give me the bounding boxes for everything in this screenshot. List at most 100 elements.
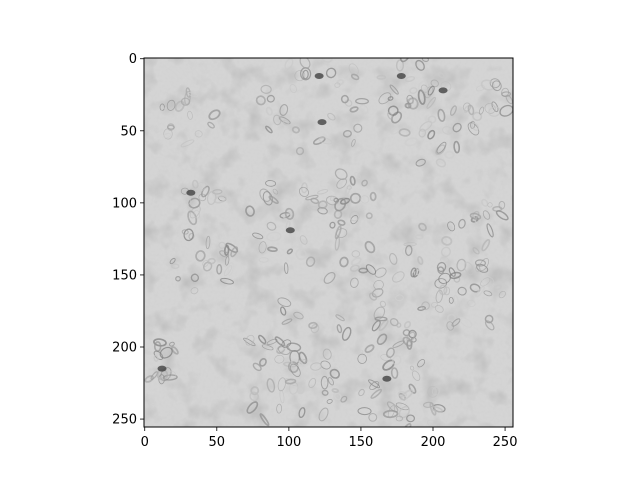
texture-mark bbox=[194, 181, 207, 193]
texture-mark bbox=[187, 92, 199, 98]
texture-mark bbox=[409, 87, 418, 94]
texture-mark bbox=[415, 158, 426, 167]
texture-mark bbox=[159, 346, 173, 359]
texture-mark bbox=[281, 318, 293, 325]
texture-mark bbox=[479, 258, 489, 271]
texture-mark bbox=[144, 375, 154, 383]
texture-mark bbox=[407, 97, 419, 110]
texture-mark bbox=[474, 259, 486, 267]
texture-mark bbox=[491, 80, 502, 92]
texture-mark bbox=[186, 101, 194, 111]
texture-mark bbox=[295, 248, 307, 261]
texture-mark bbox=[447, 221, 456, 232]
texture-mark bbox=[246, 401, 259, 414]
texture-mark bbox=[344, 184, 352, 196]
texture-mark bbox=[438, 284, 448, 296]
texture-mark bbox=[266, 378, 276, 393]
texture-dark-spot bbox=[186, 189, 196, 196]
texture-mark bbox=[369, 381, 380, 390]
texture-mark bbox=[412, 268, 422, 276]
texture-mark bbox=[293, 311, 304, 320]
texture-mark bbox=[467, 104, 475, 116]
texture-mark bbox=[340, 94, 349, 104]
texture-mark bbox=[387, 96, 394, 101]
texture-mark bbox=[475, 85, 486, 92]
texture-mark bbox=[336, 178, 348, 189]
texture-mark bbox=[405, 75, 416, 83]
texture-mark bbox=[252, 362, 262, 372]
texture-mark bbox=[443, 286, 451, 296]
texture-mark bbox=[350, 257, 362, 266]
texture-mark bbox=[321, 389, 329, 396]
texture-mark bbox=[406, 331, 416, 343]
texture-mark bbox=[354, 171, 361, 179]
texture-mark bbox=[187, 210, 198, 226]
texture-mark bbox=[266, 231, 282, 242]
texture-mark bbox=[219, 250, 230, 258]
texture-mark bbox=[453, 294, 460, 307]
texture-mark bbox=[379, 300, 387, 308]
texture-mark bbox=[349, 106, 359, 113]
texture-mark bbox=[483, 290, 493, 297]
texture-mark bbox=[374, 267, 387, 278]
texture-mark bbox=[276, 403, 282, 414]
y-tick-label: 100 bbox=[112, 196, 137, 211]
texture-mark bbox=[265, 106, 273, 116]
texture-mark bbox=[486, 223, 494, 238]
texture-mark bbox=[478, 106, 485, 115]
texture-dark-spot bbox=[317, 119, 327, 126]
texture-mark bbox=[266, 338, 278, 346]
texture-mark bbox=[300, 39, 311, 52]
texture-mark bbox=[245, 334, 255, 346]
texture-mark bbox=[495, 210, 509, 221]
texture-mark bbox=[417, 89, 426, 105]
texture-mark bbox=[192, 179, 199, 189]
texture-mark bbox=[469, 212, 482, 220]
texture-mark bbox=[475, 266, 481, 272]
texture-mark bbox=[460, 317, 473, 328]
texture-mark bbox=[470, 120, 476, 130]
texture-mark bbox=[426, 96, 436, 109]
texture-mark bbox=[277, 345, 291, 356]
texture-mark bbox=[208, 109, 221, 121]
texture-mark bbox=[169, 341, 175, 347]
texture-mark bbox=[448, 267, 456, 277]
texture-mark bbox=[193, 210, 201, 219]
texture-mark bbox=[462, 102, 472, 112]
texture-mark bbox=[250, 386, 260, 396]
texture-dark-spot bbox=[382, 375, 392, 382]
texture-mark bbox=[398, 128, 411, 137]
texture-mark bbox=[261, 344, 274, 351]
texture-mark bbox=[318, 137, 333, 145]
texture-mark bbox=[434, 304, 444, 313]
texture-mark bbox=[349, 175, 356, 186]
texture-mark bbox=[493, 284, 502, 291]
texture-mark bbox=[481, 198, 489, 207]
texture-mark bbox=[310, 362, 322, 371]
texture-mark bbox=[180, 97, 191, 106]
texture-mark bbox=[451, 318, 461, 327]
texture-mark bbox=[396, 322, 402, 328]
texture-mark bbox=[386, 401, 399, 413]
texture-mark bbox=[150, 371, 159, 380]
heatmap-image bbox=[144, 39, 513, 427]
texture-mark bbox=[463, 261, 475, 276]
texture-mark bbox=[254, 301, 267, 310]
texture-mark bbox=[395, 415, 403, 422]
texture-mark bbox=[484, 103, 496, 114]
texture-mark bbox=[435, 289, 444, 304]
texture-mark bbox=[274, 354, 285, 364]
texture-mark bbox=[386, 347, 395, 358]
texture-mark bbox=[166, 99, 176, 111]
texture-mark bbox=[364, 344, 375, 354]
texture-mark bbox=[249, 391, 260, 402]
texture-mark bbox=[406, 414, 415, 423]
texture-mark bbox=[188, 197, 201, 209]
texture-mark bbox=[174, 100, 185, 112]
texture-mark bbox=[255, 95, 266, 106]
texture-mark bbox=[336, 324, 343, 334]
texture-mark bbox=[187, 110, 193, 120]
texture-mark bbox=[223, 244, 230, 256]
texture-mark bbox=[306, 205, 321, 211]
texture-mark bbox=[245, 205, 255, 217]
